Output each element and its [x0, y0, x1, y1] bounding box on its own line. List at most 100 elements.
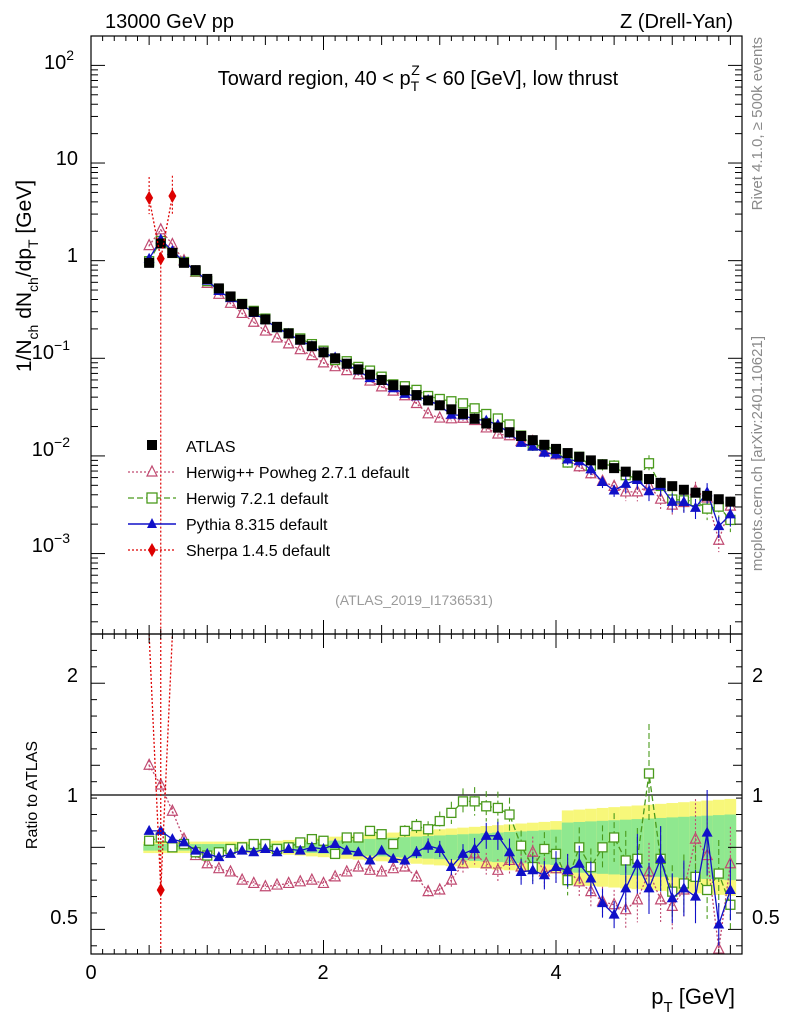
pythia-ratio-point: [573, 857, 585, 868]
herwigpp-main-point: [305, 348, 318, 361]
herwig-ratio-point: [457, 796, 469, 807]
herwigpp-ratio-point: [247, 876, 260, 889]
herwigpp-main-point: [259, 323, 272, 336]
atlas-point: [527, 435, 538, 446]
herwigpp-ratio-point: [387, 861, 400, 874]
pythia-ratio-point: [143, 824, 155, 835]
herwigpp-ratio-line: [148, 764, 732, 950]
herwigpp-ratio-point: [584, 884, 597, 897]
pythia-main-point: [538, 446, 550, 457]
atlas-point: [620, 466, 631, 477]
ratio-ytick-1-right: 1: [752, 785, 763, 807]
legend-label-sherpa: Sherpa 1.4.5 default: [186, 543, 331, 560]
atlas-point: [492, 422, 503, 433]
sherpa-main-point: [145, 190, 154, 205]
stat-band: [201, 844, 214, 851]
legend-label-atlas: ATLAS: [186, 439, 236, 456]
xtick-0: 0: [85, 962, 96, 984]
pythia-ratio-point: [492, 829, 504, 840]
atlas-point: [399, 385, 410, 396]
pythia-ratio-point: [178, 836, 190, 847]
ytick-1: 1: [67, 245, 78, 267]
herwigpp-main-point: [224, 295, 237, 308]
pythia-main-point: [585, 463, 597, 474]
herwigpp-main-point: [573, 459, 586, 472]
herwig-ratio-point: [492, 802, 504, 814]
pythia-ratio-point: [538, 869, 550, 880]
atlas-point: [678, 484, 689, 495]
ratio-frame: [90, 633, 743, 955]
stat-band: [619, 819, 632, 875]
pythia-ratio-point: [666, 892, 678, 903]
pythia-ratio-point: [201, 847, 213, 858]
atlas-point: [434, 400, 445, 411]
pythia-ratio-point: [387, 852, 399, 863]
pythia-ratio-point: [713, 918, 725, 929]
herwigpp-ratio-point: [259, 879, 272, 892]
herwigpp-ratio-point: [271, 877, 283, 890]
pythia-ratio-point: [724, 884, 736, 894]
herwig-ratio-point: [446, 807, 457, 819]
herwigpp-ratio-point: [352, 859, 365, 872]
herwigpp-ratio-point: [398, 859, 411, 872]
atlas-point: [411, 390, 422, 401]
pythia-ratio-point: [701, 826, 713, 837]
herwigpp-ratio-point: [619, 902, 632, 915]
pythia-ratio-point: [504, 846, 515, 857]
pythia-main-point: [608, 484, 620, 495]
atlas-point: [585, 455, 596, 466]
pythia-ratio-point: [678, 882, 690, 893]
pythia-ratio-point: [411, 846, 422, 857]
legend-herwig7: Herwig 7.2.1 default: [128, 491, 329, 508]
herwigpp-ratio-point: [457, 856, 469, 869]
ytick-1e2: 102: [44, 47, 74, 74]
herwig-ratio-point: [504, 809, 515, 820]
ytick-1e-2: 10−2: [32, 434, 70, 461]
ytick-1e-3: 10−3: [32, 530, 70, 557]
pythia-ratio-point: [190, 844, 202, 855]
herwigpp-ratio-point: [422, 884, 435, 897]
atlas-point: [504, 427, 515, 438]
herwigpp-main-point: [491, 426, 504, 439]
atlas-point: [167, 247, 178, 258]
herwig-main-point: [457, 398, 469, 409]
herwig-ratio-point: [411, 820, 422, 832]
atlas-point: [702, 490, 713, 501]
herwigpp-ratio-point: [364, 862, 376, 875]
pythia-ratio-point: [608, 908, 620, 919]
pythia-ratio-point: [562, 864, 574, 875]
atlas-point: [469, 413, 480, 424]
xtick-4: 4: [550, 962, 561, 984]
pythia-main-point: [678, 495, 690, 506]
atlas-point: [562, 448, 573, 459]
pythia-ratio-point: [620, 882, 632, 893]
atlas-point: [597, 459, 608, 470]
herwig-ratio-point: [388, 838, 399, 850]
stat-band: [364, 838, 376, 856]
pythia-ratio-point: [341, 844, 353, 855]
pythia-ratio-point: [364, 854, 376, 865]
herwigpp-ratio-point: [143, 757, 156, 770]
atlas-point: [144, 257, 155, 268]
pythia-ratio-point: [376, 844, 388, 855]
herwigpp-ratio-point: [154, 777, 167, 790]
pythia-main-point: [690, 501, 701, 512]
atlas-point: [365, 369, 375, 380]
herwig-ratio-point: [481, 801, 492, 812]
herwig-ratio-point: [364, 825, 376, 837]
herwigpp-main-point: [375, 379, 388, 392]
atlas-point: [551, 443, 561, 454]
ytick-10: 10: [56, 148, 78, 170]
pythia-ratio-point: [259, 842, 271, 853]
atlas-point: [516, 430, 527, 441]
herwig-ratio-point: [469, 796, 480, 807]
pythia-ratio-point: [422, 839, 434, 850]
pythia-ratio-point: [271, 846, 283, 857]
stat-band: [445, 834, 458, 860]
herwig-ratio-point: [376, 829, 387, 840]
pythia-ratio-point: [283, 842, 295, 853]
legend-label-herwig7: Herwig 7.2.1 default: [186, 491, 329, 508]
pythia-ratio-point: [399, 854, 411, 865]
herwig-ratio-point: [422, 824, 434, 835]
